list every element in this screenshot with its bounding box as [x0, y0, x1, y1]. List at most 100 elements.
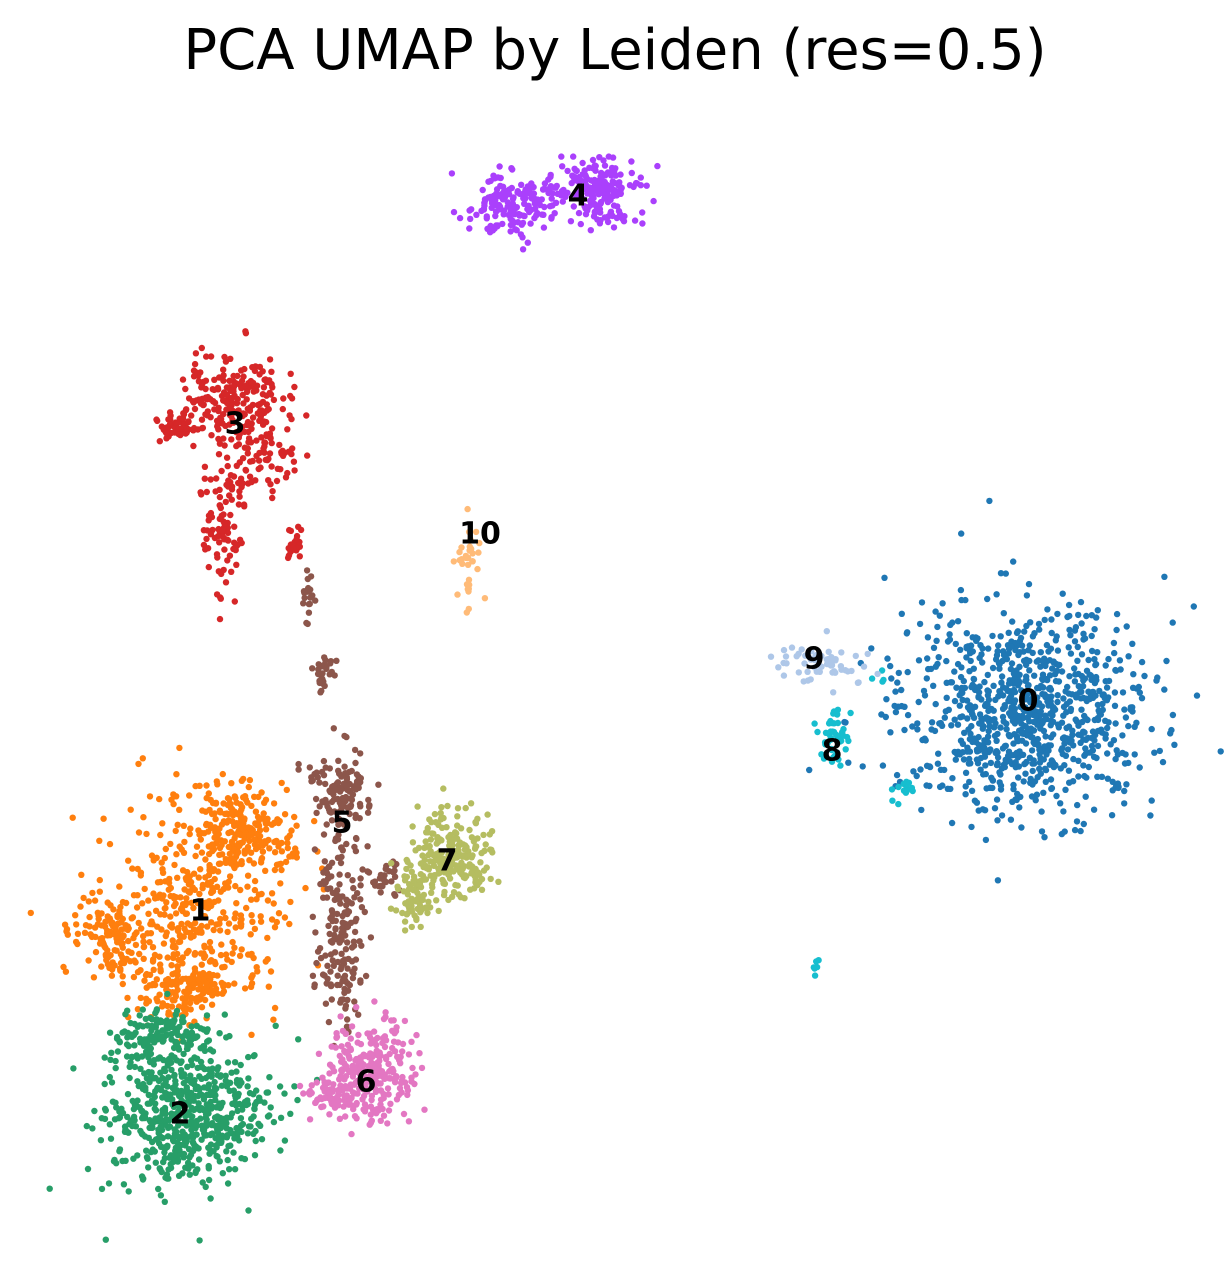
cluster-6-point — [399, 1048, 406, 1055]
cluster-1-point — [174, 963, 181, 970]
cluster-1-point — [228, 958, 235, 966]
cluster-1-point — [120, 959, 128, 967]
cluster-0-point — [962, 783, 969, 790]
cluster-2-point — [164, 1031, 171, 1039]
cluster-5-point — [336, 770, 343, 777]
cluster-1-point — [122, 922, 129, 929]
cluster-3-point — [183, 424, 190, 432]
cluster-4-point — [654, 162, 661, 170]
cluster-1-point — [197, 866, 204, 873]
cluster-2-point — [168, 1036, 175, 1043]
cluster-1-point — [130, 892, 138, 899]
cluster-1-point — [139, 900, 146, 907]
cluster-0-point — [1005, 680, 1013, 687]
cluster-0-point — [1022, 770, 1029, 777]
cluster-2-point — [192, 1168, 200, 1175]
cluster-3-point — [192, 350, 200, 357]
cluster-6-point — [319, 1084, 327, 1092]
cluster-1-point — [248, 950, 255, 958]
cluster-2-point — [244, 1083, 251, 1090]
cluster-1-point — [195, 975, 202, 983]
cluster-0-point — [1094, 742, 1102, 750]
cluster-0-point — [1014, 735, 1021, 743]
cluster-0-point — [918, 806, 925, 814]
cluster-10-point — [465, 585, 472, 592]
cluster-4-point — [519, 246, 527, 253]
cluster-2-point — [122, 1157, 129, 1165]
cluster-1-point — [262, 818, 269, 825]
cluster-5-point — [344, 923, 352, 930]
cluster-4-point — [643, 182, 650, 189]
cluster-1-point — [81, 929, 89, 936]
cluster-1-point — [183, 993, 190, 1001]
cluster-6-point — [342, 1030, 349, 1038]
cluster-0-point — [938, 722, 946, 729]
cluster-2-point — [199, 1179, 206, 1186]
cluster-0-point — [1059, 590, 1066, 597]
cluster-0-point — [881, 574, 888, 581]
cluster-0-point — [1001, 702, 1008, 709]
cluster-3-point — [268, 439, 275, 447]
cluster-1-point — [183, 949, 191, 957]
cluster-0-point — [951, 697, 959, 705]
cluster-6-points — [296, 998, 428, 1138]
cluster-0-point — [1051, 671, 1059, 678]
cluster-0-point — [1011, 731, 1018, 738]
cluster-3-point — [251, 367, 259, 375]
cluster-1-point — [275, 910, 283, 917]
cluster-0-point — [1070, 755, 1077, 763]
cluster-5-point — [309, 913, 316, 920]
cluster-3-point — [217, 594, 224, 601]
cluster-2-point — [186, 1171, 193, 1178]
cluster-0-point — [976, 711, 984, 718]
cluster-1-point — [265, 983, 272, 990]
cluster-0-point — [962, 791, 969, 798]
cluster-0-point — [1020, 628, 1028, 635]
cluster-0-point — [959, 713, 966, 720]
cluster-2-point — [233, 1076, 241, 1084]
cluster-1-point — [191, 919, 199, 927]
cluster-0-point — [1061, 762, 1068, 769]
cluster-4-point — [484, 225, 491, 232]
cluster-7-point — [435, 907, 442, 915]
cluster-0-point — [1121, 787, 1128, 795]
cluster-1-point — [156, 991, 163, 998]
cluster-0-point — [1047, 776, 1055, 783]
cluster-2-point — [256, 1094, 263, 1101]
cluster-1-point — [132, 941, 140, 949]
cluster-2-point — [214, 1071, 221, 1079]
cluster-3-point — [241, 444, 249, 451]
cluster-2-point — [134, 1078, 141, 1085]
cluster-3-point — [236, 493, 243, 500]
cluster-2-point — [137, 1082, 145, 1089]
cluster-0-point — [1048, 784, 1056, 792]
cluster-0-point — [887, 662, 894, 670]
cluster-7-point — [422, 862, 430, 870]
cluster-0-point — [997, 724, 1004, 731]
cluster-7-point — [440, 785, 447, 792]
cluster-0-point — [964, 704, 972, 711]
cluster-1-point — [244, 883, 251, 890]
cluster-0-point — [1094, 649, 1101, 656]
cluster-8-point — [811, 972, 819, 979]
cluster-0-point — [1154, 674, 1161, 681]
cluster-6-point — [382, 1013, 389, 1021]
cluster-0-point — [975, 741, 983, 749]
cluster-1-point — [228, 780, 235, 787]
cluster-3-point — [227, 511, 234, 519]
cluster-8-point — [842, 746, 849, 753]
cluster-1-point — [190, 981, 197, 988]
cluster-1-point — [271, 1004, 279, 1012]
cluster-2-point — [129, 1097, 136, 1105]
cluster-3-point — [220, 435, 227, 442]
cluster-1-point — [225, 920, 233, 927]
cluster-1-point — [262, 867, 269, 874]
cluster-5-point — [391, 891, 398, 898]
cluster-2-point — [192, 1034, 199, 1041]
cluster-4-point — [601, 214, 608, 221]
cluster-1-point — [157, 831, 164, 839]
cluster-0-point — [1085, 763, 1093, 771]
cluster-0-point — [996, 769, 1003, 776]
cluster-7-point — [428, 881, 436, 888]
cluster-label-9: 9 — [804, 642, 825, 677]
